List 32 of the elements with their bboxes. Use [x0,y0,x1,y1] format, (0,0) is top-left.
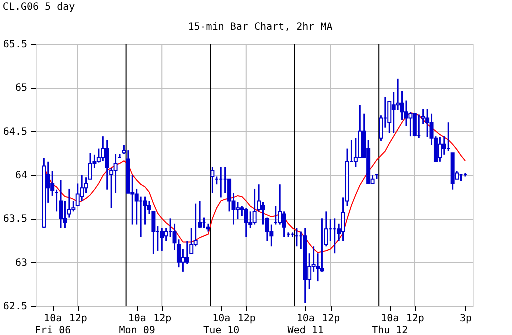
y-tick-label: 63.5 [3,214,28,226]
candlestick [185,240,190,265]
x-tick-label: 10a Wed 11 [288,314,324,335]
y-tick-label: 64 [15,170,28,182]
candlestick [252,188,257,226]
x-tick-label: 12p [406,314,424,324]
candlestick [438,136,442,163]
candlestick [210,166,215,194]
y-tick-label: 64.5 [3,126,28,138]
x-tick-label: 3p [460,314,472,324]
candlestick [244,207,248,238]
x-tick-label: 12p [322,314,340,324]
candlestick [160,228,164,252]
x-tick-label: 10a Tue 10 [204,314,240,335]
x-tick-label: 12p [69,314,88,324]
x-tick-label: 12p [154,314,172,324]
x-tick-label: 10a Thu 12 [372,314,408,335]
line-series [44,112,466,254]
candlestick [181,248,186,273]
x-tick-label: 10a Mon 09 [119,314,156,335]
chart-title: CL.G06 5 day [2,2,76,13]
x-tick-label: 12p [238,314,256,324]
x-tick-label: 10a Fri 06 [35,314,72,335]
candlestick [236,201,240,220]
y-tick-label: 62.5 [3,302,28,312]
chart-subtitle: 15-min Bar Chart, 2hr MA [188,22,333,33]
y-tick-label: 65 [15,83,28,94]
candlestick [408,111,413,138]
candlestick [59,179,64,230]
y-tick-label: 65.5 [3,40,28,50]
candlestick [412,112,417,138]
y-tick-label: 63 [15,258,28,269]
